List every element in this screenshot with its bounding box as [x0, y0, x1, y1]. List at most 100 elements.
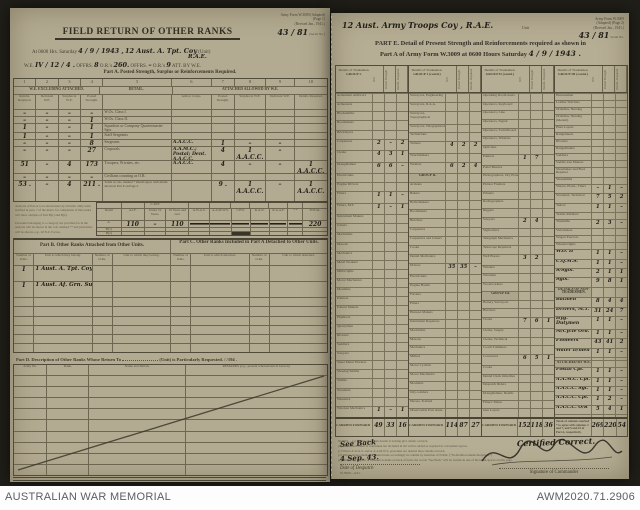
column-label-row: Detail A.I.F. Under 19 Years. 19 Years and …: [97, 208, 327, 220]
trade-value: 2: [518, 217, 530, 228]
empty-cell: [88, 464, 185, 475]
trade-value: [615, 107, 627, 114]
trade-value: [396, 269, 408, 279]
unit-name-handwritten: 12 Aust. Army Troops Coy , R.A.E.: [342, 20, 494, 30]
trade-value: [396, 242, 408, 251]
strength-value: –: [57, 173, 80, 181]
empty-row: [14, 408, 327, 420]
trade-row: Saddlers: [555, 152, 627, 160]
trade-value: [457, 328, 469, 337]
trade-row: Signwriters: [482, 227, 554, 237]
trade-value: [372, 173, 384, 183]
scanned-document: Army Form W.3009 (Adapted) (Page 1) (Rev…: [10, 8, 629, 482]
trade-row: Bakers: [409, 190, 481, 200]
strength-value: 4: [210, 146, 234, 160]
trade-value: [542, 300, 554, 309]
trade-value: 4: [603, 298, 615, 307]
trade-value: [469, 218, 481, 227]
trade-label: Shoeing Smiths: [337, 370, 360, 374]
trade-value: [372, 242, 384, 251]
breakdown-value: [249, 221, 269, 227]
trade-group-column: Details of Tradesmen. GROUP 1 (contd.) W.E…: [408, 66, 481, 437]
trade-value: 1: [396, 151, 408, 162]
trade-label: Saddlers: [337, 342, 350, 346]
detail-cell: Corporals: [102, 146, 170, 160]
trade-value: [469, 283, 481, 292]
trade-row: Farriers: [409, 291, 481, 301]
empty-cell: [185, 409, 327, 420]
empty-cell: [14, 454, 46, 464]
empty-cell: [14, 376, 46, 386]
strength-value: [210, 110, 234, 117]
trade-label: Oxy-welders: [410, 391, 429, 395]
strength-value: 1 A.A.C.C.: [293, 160, 327, 173]
trade-row: Machinists: [336, 232, 408, 242]
trade-label: Painters: [337, 297, 349, 301]
trade-value: [542, 346, 554, 354]
empty-cell: [185, 420, 327, 431]
trade-value: [469, 355, 481, 364]
trade-label: Technicians: [410, 133, 427, 137]
trade-value: 4: [615, 298, 627, 307]
trade-value: [457, 254, 469, 263]
trade-row: S/Sgts. 2 1 1: [555, 267, 627, 278]
trade-label: Sheet Metal Workers: [337, 361, 367, 365]
or-count-cell: [91, 282, 112, 298]
section-title-row: Part B. Other Ranks Attached from Other …: [14, 240, 327, 253]
column-label: [102, 95, 170, 109]
trade-label: Electricians: [410, 274, 427, 278]
arm-corps-value: A.A.C.C.: [170, 139, 211, 146]
strength-value: 4: [57, 181, 80, 202]
table-row: 53 . –4 211 . Totals of cols. marked * shou…: [14, 180, 327, 202]
trade-value: [518, 137, 530, 146]
breakdown-value: [249, 231, 269, 235]
trade-group-column: Details of Tradesmen. GROUP III (contd.) W…: [554, 66, 627, 437]
trade-row: Operators, Keyboard: [482, 101, 554, 111]
trade-value: [518, 102, 530, 111]
column-label: Under 19 Years.: [143, 209, 166, 220]
breakdown-value: [287, 227, 302, 231]
trade-value: 9: [591, 278, 603, 287]
trade-row: Riveters: [555, 138, 627, 146]
strength-value: [233, 117, 265, 124]
trade-value: [469, 274, 481, 283]
trade-label: A.A.C.C. Cpl.: [556, 396, 589, 401]
column-number: 3: [57, 79, 80, 86]
trade-value: [542, 254, 554, 265]
trade-label: Dental Clerk Orderlies: [483, 374, 515, 378]
carried-forward-value: 49: [371, 419, 384, 437]
strength-value: –: [35, 173, 57, 181]
note-line: (e) Where any request or notation is mad…: [338, 458, 513, 463]
trade-value: [518, 200, 530, 209]
trade-value: [469, 409, 481, 418]
trade-row: Electricians: [336, 172, 408, 183]
table-row: 1 1 Aust. A. Tpt. Coy: [14, 265, 327, 282]
trade-label: Riggers: [483, 209, 494, 213]
vertical-column-label: Posted Strength.: [456, 66, 469, 92]
trade-value: 1: [603, 250, 615, 259]
empty-cell: [14, 432, 46, 442]
table-row: 1– –1 Staff Sergeants: [14, 131, 327, 139]
strength-value: [265, 117, 294, 124]
unit-cell: [33, 343, 91, 352]
trade-value: [445, 409, 457, 418]
vertical-column-label: Reinfts. Required.: [468, 66, 481, 92]
trade-row: Gun Layers: [482, 408, 554, 417]
trade-value: [603, 125, 615, 132]
trade-label: Masons: [337, 242, 348, 246]
strength-value: –: [265, 146, 294, 160]
trade-label: Engine Hands: [410, 283, 430, 287]
trade-row: Surveyors, Engineering: [409, 93, 481, 102]
trade-row: Butchers: [482, 308, 554, 317]
heading-text: Part A of Army Form W.3009 at 0600 Hours…: [379, 50, 527, 58]
empty-cell: [46, 398, 88, 409]
arm-corps-value: A.A.C.C.: [170, 160, 211, 173]
trade-label: A.A.C.C. O/R: [556, 405, 588, 410]
arm-corps-value: [170, 173, 211, 181]
trade-row: Watchmakers: [409, 152, 481, 162]
printers-imprint: W.3009—4/41.: [340, 471, 361, 475]
trade-value: [372, 279, 384, 288]
trade-value: [603, 114, 615, 125]
trade-row: Well Borers 3 2: [482, 253, 554, 265]
trade-value: [469, 173, 481, 182]
